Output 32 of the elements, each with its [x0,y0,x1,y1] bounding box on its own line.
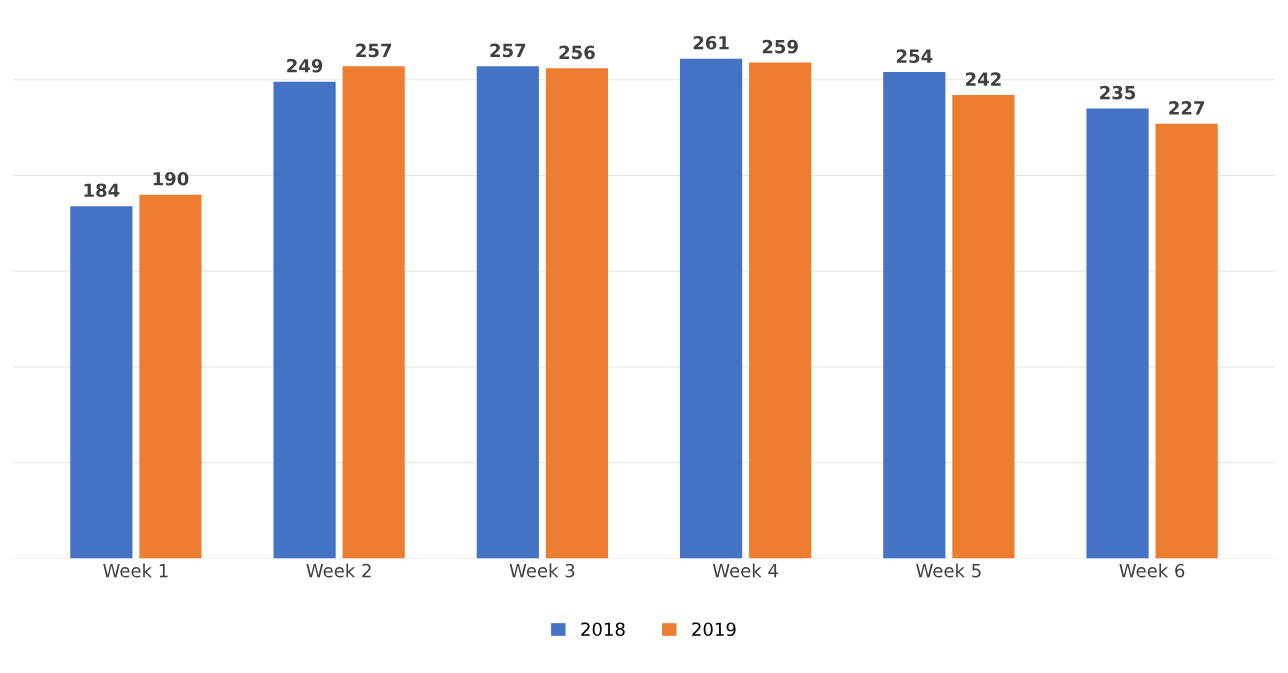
legend-label: 2019 [692,622,736,637]
data-label: 235 [1100,85,1136,100]
bar [749,62,812,559]
data-label: 249 [287,58,323,73]
bar [679,58,743,559]
bar [273,81,336,559]
bar [476,66,539,559]
x-tick-label: Week 4 [712,563,778,578]
x-tick-label: Week 5 [916,563,981,578]
x-tick-label: Week 1 [103,563,168,578]
x-tick-label: Week 2 [306,563,371,578]
bar [883,72,946,559]
bar [139,194,202,559]
bar [545,68,609,559]
legend-label: 2018 [581,622,625,637]
x-tick-label: Week 3 [509,563,575,578]
data-label: 227 [1169,101,1205,115]
data-label: 256 [559,45,595,60]
data-label: 190 [153,171,189,186]
data-label: 184 [84,183,120,198]
bar [342,66,405,559]
data-label: 259 [762,39,798,54]
bar [1086,108,1149,559]
data-label: 254 [896,49,933,63]
data-label: 257 [490,43,526,58]
data-label: 242 [965,72,1001,86]
data-label: 261 [693,35,729,50]
bar [1155,123,1218,559]
bar [70,206,133,559]
x-tick-label: Week 6 [1119,563,1185,578]
bar [952,95,1015,559]
data-label: 257 [356,43,392,58]
